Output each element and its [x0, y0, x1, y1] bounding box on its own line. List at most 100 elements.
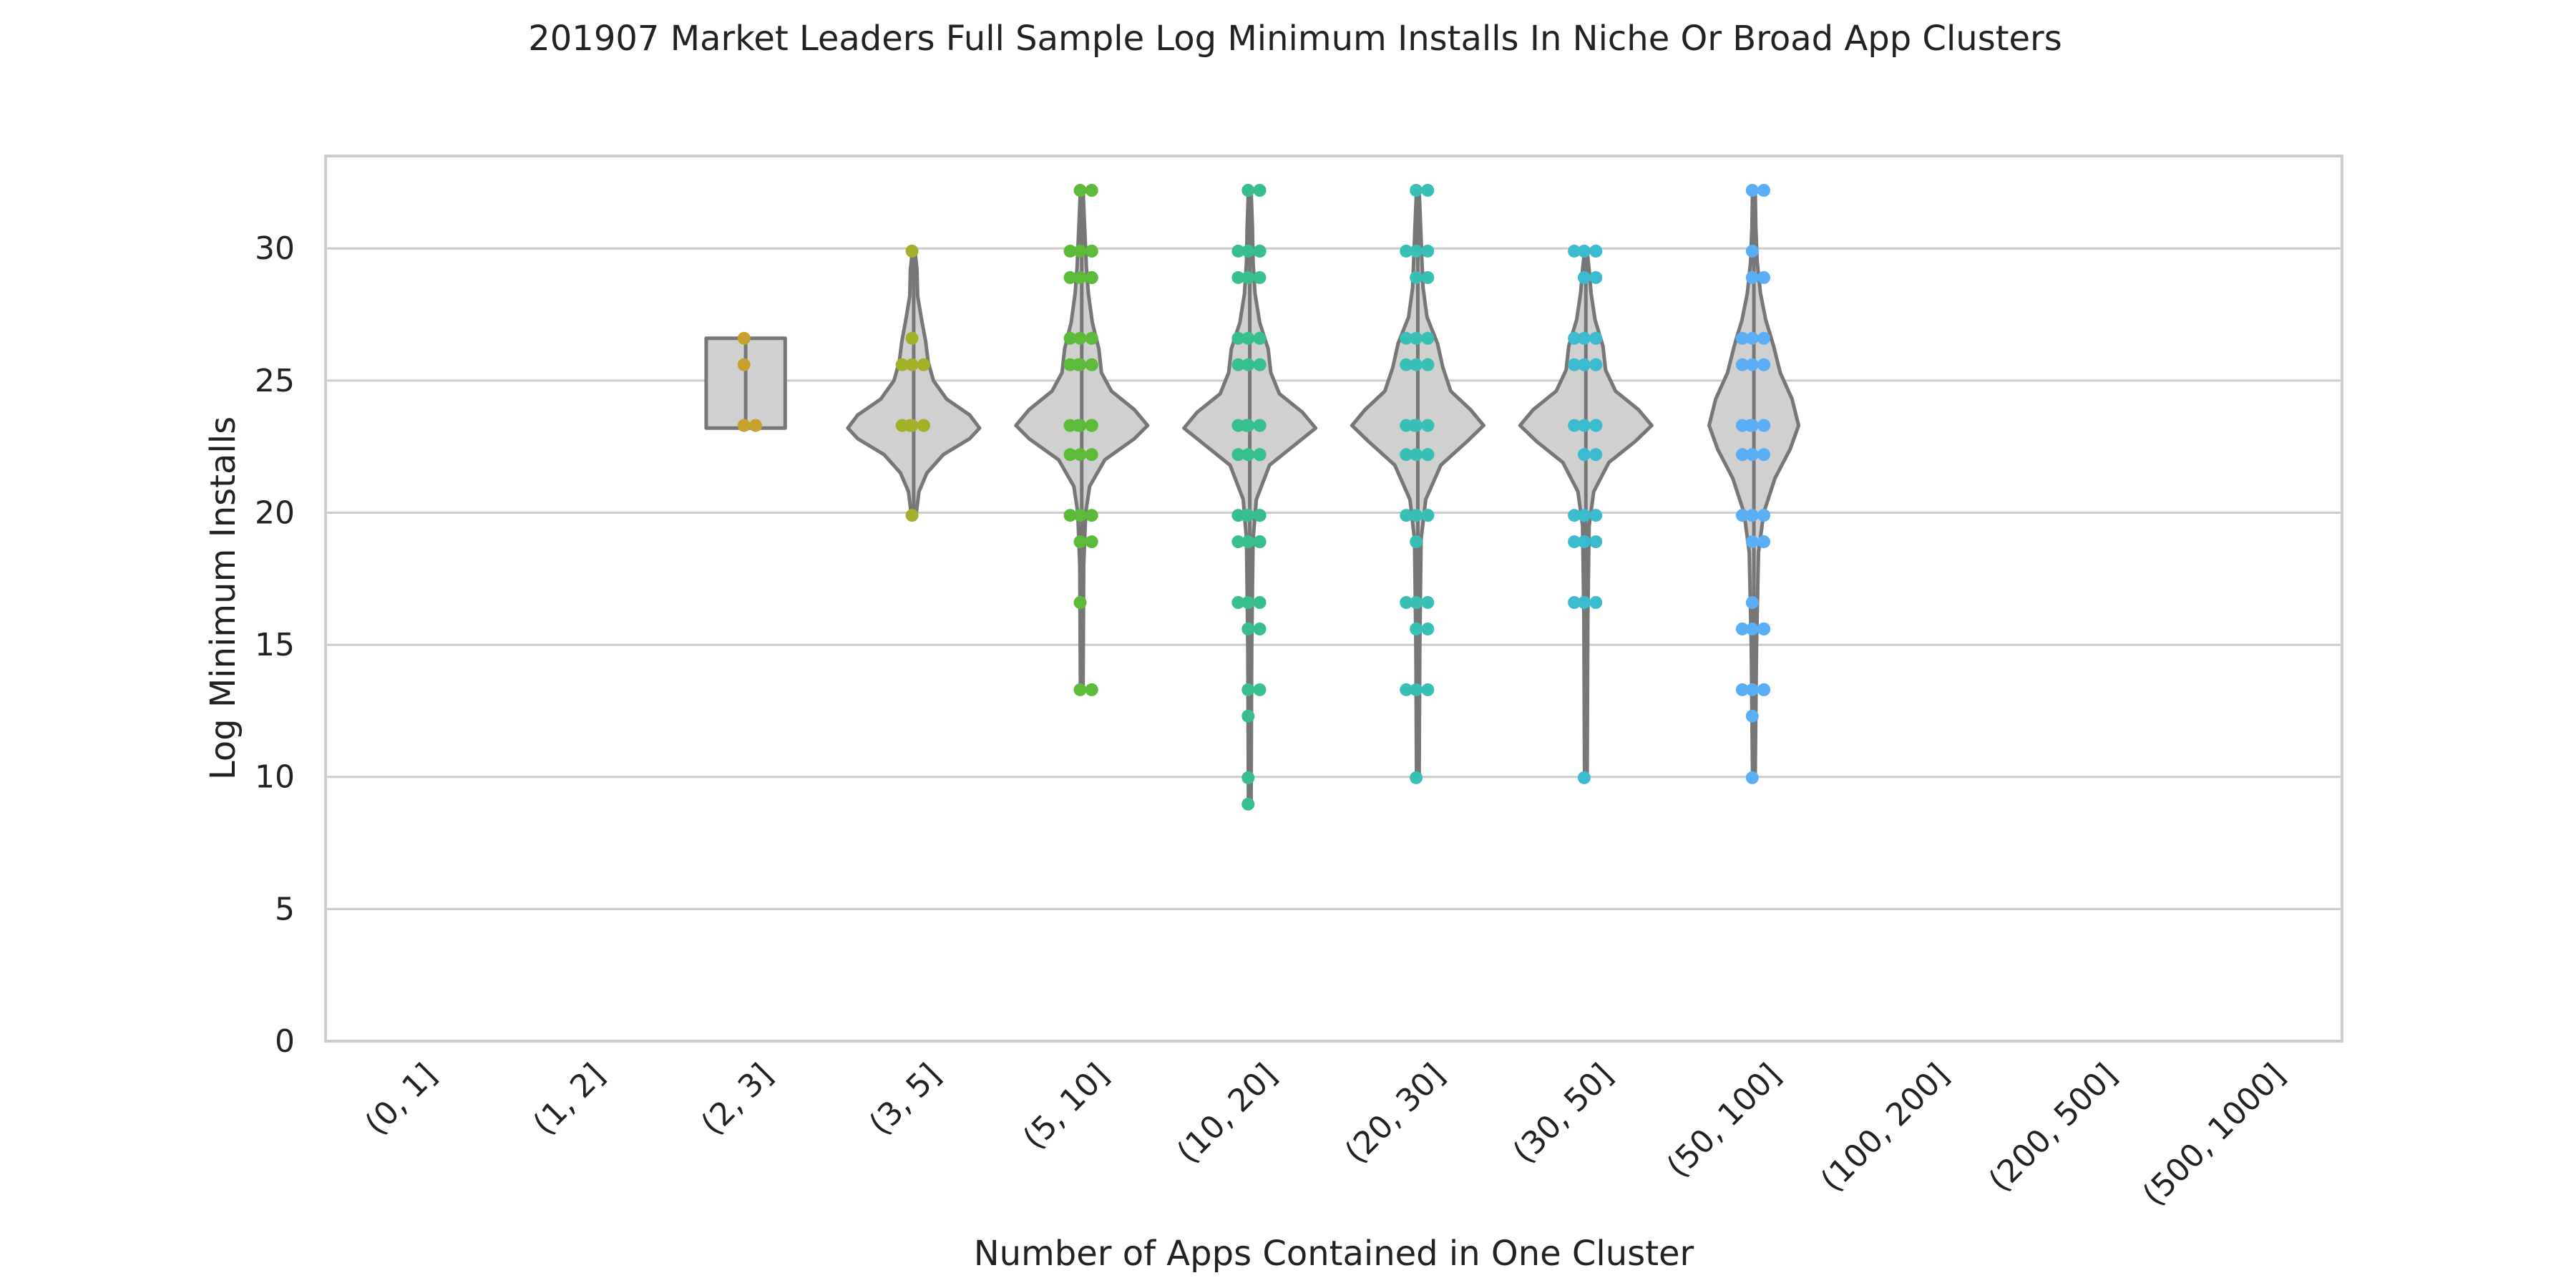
data-point: [1253, 244, 1267, 258]
data-point: [1589, 244, 1603, 258]
data-point: [1410, 509, 1423, 522]
data-point: [1577, 596, 1591, 609]
data-point: [1568, 244, 1581, 258]
data-point: [1239, 509, 1253, 522]
data-point: [1744, 419, 1757, 432]
data-point: [1577, 419, 1591, 432]
data-point: [1410, 358, 1423, 371]
data-point: [1745, 244, 1759, 258]
data-point: [917, 419, 930, 432]
data-point: [1241, 771, 1255, 784]
data-point: [1231, 244, 1245, 258]
data-point: [1577, 358, 1591, 371]
data-point: [1085, 270, 1098, 284]
data-point: [1073, 535, 1087, 549]
data-point: [1745, 683, 1759, 696]
data-point: [1421, 270, 1435, 284]
data-point: [1410, 596, 1423, 609]
data-point: [1063, 509, 1077, 522]
data-point: [1421, 358, 1435, 371]
x-tick-label: (200, 500]: [1982, 1057, 2124, 1199]
data-point: [1241, 184, 1255, 197]
data-point: [1745, 623, 1759, 635]
y-tick-labels: 0 5 10 15 20 25 30: [255, 230, 295, 1060]
data-point: [1085, 244, 1098, 258]
data-point: [1568, 535, 1581, 549]
data-point: [905, 358, 919, 371]
data-point: [1231, 596, 1245, 609]
data-point: [1073, 184, 1087, 197]
data-point: [1073, 331, 1087, 345]
data-point: [1589, 419, 1603, 432]
data-point: [1589, 509, 1603, 522]
data-point: [1253, 358, 1267, 371]
data-point: [1589, 448, 1603, 462]
y-tick-label: 20: [255, 494, 295, 531]
x-tick-label: (5, 10]: [1016, 1057, 1116, 1157]
data-point: [1241, 358, 1255, 371]
x-tick-label: (20, 30]: [1338, 1057, 1452, 1171]
x-tick-label: (50, 100]: [1660, 1057, 1788, 1185]
data-point: [1410, 535, 1423, 549]
data-point: [1745, 270, 1759, 284]
data-point: [1063, 448, 1077, 462]
data-point: [1253, 596, 1267, 609]
data-point: [1085, 419, 1098, 432]
x-tick-label: (100, 200]: [1814, 1057, 1956, 1199]
data-point: [1568, 358, 1581, 371]
data-point: [1757, 535, 1770, 549]
data-point: [1410, 331, 1423, 345]
data-point: [1757, 184, 1770, 197]
data-point: [1757, 331, 1770, 345]
data-point: [1745, 331, 1759, 345]
plot-frame: [324, 155, 2343, 1043]
data-point: [1757, 358, 1771, 371]
data-point: [1073, 448, 1087, 462]
data-point: [1073, 596, 1087, 609]
data-point: [1085, 509, 1098, 522]
data-point: [1589, 270, 1603, 284]
y-tick-label: 25: [255, 363, 295, 399]
data-point: [1589, 358, 1603, 371]
y-tick-label: 5: [275, 891, 295, 927]
data-point: [1085, 448, 1098, 462]
data-point: [737, 419, 751, 432]
data-point: [1577, 448, 1591, 462]
data-point: [895, 358, 909, 371]
data-point: [1253, 448, 1267, 462]
data-point: [1589, 331, 1603, 345]
data-point: [1568, 509, 1581, 522]
data-point: [1745, 771, 1759, 784]
data-point: [1085, 535, 1098, 549]
x-tick-label: (2, 3]: [694, 1057, 780, 1143]
data-point: [1253, 270, 1267, 284]
chart-title: 201907 Market Leaders Full Sample Log Mi…: [528, 19, 2062, 59]
data-point: [1577, 535, 1591, 549]
x-tick-label: (500, 1000]: [2136, 1057, 2293, 1214]
data-point: [1757, 623, 1771, 635]
data-point: [1231, 448, 1245, 462]
data-point: [1073, 244, 1087, 258]
data-point: [1410, 244, 1423, 258]
data-point: [1410, 270, 1423, 284]
x-tick-labels: (0, 1] (1, 2] (2, 3] (3, 5] (5, 10] (10, 20] (…: [358, 1057, 2292, 1214]
data-point: [1410, 184, 1423, 197]
data-point: [1241, 797, 1255, 811]
data-point: [1735, 623, 1749, 635]
data-point: [1757, 419, 1771, 432]
x-axis-label: Number of Apps Contained in One Cluster: [974, 1234, 1694, 1274]
data-point: [1253, 331, 1267, 345]
data-point: [1757, 270, 1770, 284]
x-tick-label: (10, 20]: [1170, 1057, 1284, 1171]
data-point: [1072, 419, 1085, 432]
data-point: [1745, 709, 1759, 723]
y-axis-label: Log Minimum Installs: [203, 416, 243, 780]
y-tick-label: 30: [255, 230, 295, 267]
data-point: [1073, 509, 1087, 522]
data-point: [905, 509, 919, 522]
data-point: [1400, 244, 1413, 258]
data-point: [1577, 771, 1591, 784]
data-point: [917, 358, 930, 371]
data-point: [1400, 358, 1413, 371]
